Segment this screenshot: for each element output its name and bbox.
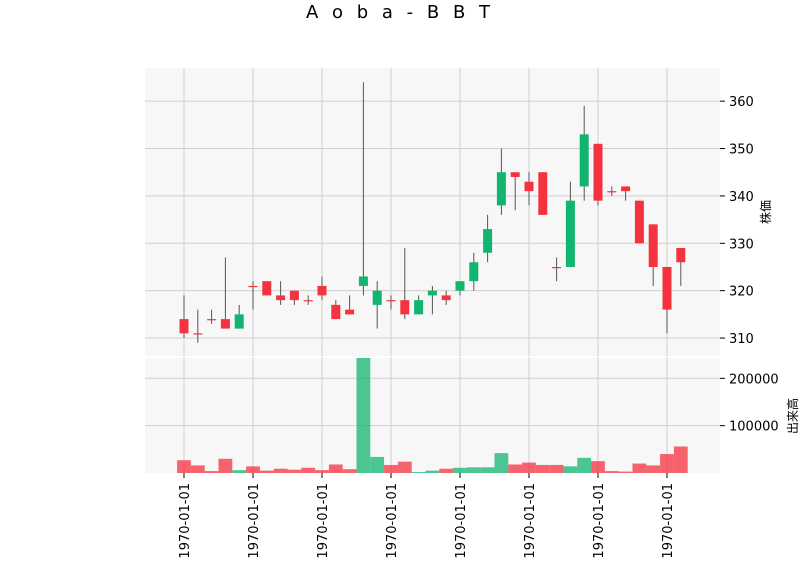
volume-bar [522,462,536,473]
x-axis: 1970-01-01 1970-01-01 1970-01-01 1970-01-01… [178,473,676,559]
volume-bar [397,461,412,473]
volume-tick-label: 100000 [729,420,779,435]
candle-body [234,314,244,329]
volume-bar [646,465,661,473]
volume-bar [232,470,247,473]
x-tick-label: 1970-01-01 [247,483,262,559]
candle-body [358,276,368,286]
x-tick-label: 1970-01-01 [454,483,469,559]
volume-bar [411,472,426,473]
volume-bar [480,467,495,473]
volume-bar [177,460,191,473]
x-tick-label: 1970-01-01 [661,483,676,559]
candle-body [483,229,493,253]
chart-title: A o b a - B B T [306,2,494,23]
candle-body [648,224,658,267]
candle-body [455,281,465,291]
candle-body [220,319,230,329]
volume-bar [204,471,219,473]
candle-body [345,309,355,315]
x-tick-label: 1970-01-01 [592,483,607,559]
price-tick-label: 330 [729,237,754,252]
volume-bar [632,463,647,473]
volume-bar [384,464,398,473]
x-tick-label: 1970-01-01 [178,483,193,559]
volume-bar [342,469,357,473]
candle-body [538,172,548,215]
candle-body [248,285,258,288]
volume-bar [466,467,481,473]
price-tick-label: 310 [729,332,754,347]
price-tick-label: 340 [729,190,754,205]
x-tick-label: 1970-01-01 [385,483,400,559]
x-tick-label: 1970-01-01 [523,483,538,559]
volume-bar [535,464,550,473]
price-tick-label: 320 [729,285,754,300]
volume-bar [218,458,233,473]
price-axis-label: 株価 [758,200,773,224]
volume-bar [328,464,343,473]
volume-bar [190,465,205,473]
volume-bar [425,470,440,473]
volume-bar [494,453,509,473]
candle-body [565,200,575,267]
candle-body [621,186,631,192]
volume-bar [591,461,605,473]
volume-bar [577,457,592,473]
price-panel: 310 320 330 340 350 360 [145,68,754,357]
candle-body [193,333,203,335]
candle-body [317,285,327,296]
volume-bar [273,468,288,473]
volume-bar [259,470,274,473]
price-tick-label: 360 [729,95,754,110]
volume-bar [453,467,467,473]
candle-body [372,290,382,305]
price-tick-label: 350 [729,143,754,158]
candle-body [662,266,672,310]
candle-body [400,300,410,315]
candle-body [441,295,451,301]
volume-bar [604,471,619,473]
volume-bar [287,469,302,473]
candle-body [207,319,217,321]
candle-body [303,300,313,302]
volume-bar [563,466,578,473]
candle-body [593,143,603,201]
candle-body [179,319,189,334]
candle-body [469,262,479,282]
candle-body [510,172,520,177]
candle-body [276,295,286,301]
volume-bar [315,470,329,473]
volume-bar [370,456,385,473]
volume-tick-label: 200000 [729,372,779,387]
candle-body [386,300,396,302]
candle-body [331,304,341,320]
volume-bar [673,446,688,473]
candle-body [607,191,617,193]
candle-body [579,134,589,187]
volume-plot-area [145,357,720,473]
candle-body [524,181,534,192]
volume-bar [356,357,371,473]
volume-bar [508,464,523,473]
candle-body [289,290,299,301]
volume-bar [439,468,454,473]
candle-body [262,281,272,296]
volume-bar [549,464,564,473]
x-tick-label: 1970-01-01 [316,483,331,559]
candle-body [552,266,562,269]
volume-bar [660,454,674,473]
candle-body [427,290,437,296]
volume-panel: 100000 200000 [145,356,779,473]
volume-bar [301,467,316,473]
candle-body [634,200,644,244]
volume-axis-label: 出来高 [785,398,800,434]
candle-body [414,300,424,315]
volume-bar [618,471,633,473]
volume-bar [246,466,260,473]
candle-body [676,248,686,263]
candle-body [496,172,506,206]
